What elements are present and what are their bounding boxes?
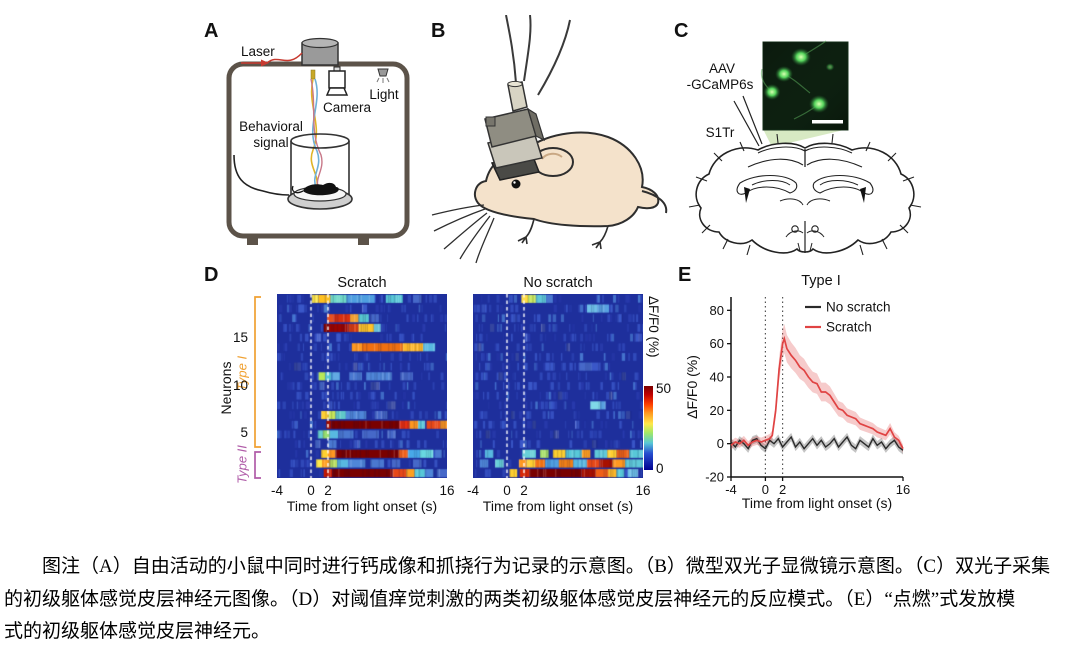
miniscope-cable-3	[537, 19, 571, 96]
trace-no-scratch	[730, 435, 904, 451]
chamber-foot-right	[358, 234, 369, 245]
svg-text:40: 40	[710, 370, 724, 385]
colorbar-label: ΔF/F0 (%)	[646, 296, 661, 358]
xtick: 16	[439, 483, 455, 498]
inset-callout-wedge	[763, 129, 848, 147]
no-scratch-heatmap	[473, 294, 643, 478]
trace-scratch	[730, 335, 904, 450]
heatmap-title-no-scratch: No scratch	[523, 275, 593, 291]
panel-label-a: A	[204, 20, 219, 42]
aav-label-2: -GCaMP6s	[687, 77, 754, 92]
scale-bar	[812, 120, 843, 124]
camera-label: Camera	[323, 100, 372, 115]
svg-text:Scratch: Scratch	[826, 320, 872, 335]
behavioral-signal-wire	[233, 154, 290, 196]
behavioral-signal-label-1: Behavioral	[239, 119, 303, 134]
xtick: 0	[503, 483, 511, 498]
colorbar	[644, 386, 653, 470]
s1tr-label: S1Tr	[706, 125, 735, 140]
svg-text:No scratch: No scratch	[826, 300, 891, 315]
panel-c-injection-schematic: AAV -GCaMP6s S1Tr	[687, 40, 922, 256]
panel-label-c: C	[674, 20, 689, 42]
laser-label: Laser	[241, 44, 275, 59]
light-icon	[377, 68, 389, 77]
miniscope-cable-2	[523, 15, 532, 82]
xtick: 2	[520, 483, 528, 498]
hatch-marks	[688, 133, 922, 256]
panel-label-b: B	[431, 20, 446, 42]
xaxis-label-no-scratch: Time from light onset (s)	[482, 498, 634, 514]
svg-text:Type I: Type I	[801, 273, 841, 289]
fiber-cable-blue	[311, 78, 320, 188]
xtick: 16	[635, 483, 651, 498]
svg-text:80: 80	[710, 303, 724, 318]
neuron-ytick-5: 5	[240, 425, 248, 440]
svg-text:-20: -20	[705, 470, 724, 485]
fluorescence-inset-image	[760, 40, 849, 131]
panel-label-e: E	[678, 264, 692, 286]
scratch-heatmap	[277, 294, 447, 478]
svg-text:-4: -4	[725, 482, 737, 497]
light-label: Light	[369, 87, 399, 102]
svg-text:60: 60	[710, 336, 724, 351]
injection-pipette	[733, 95, 763, 147]
xtick: 2	[324, 483, 332, 498]
neuron-ytick-10: 10	[232, 378, 248, 393]
gcamp-neuron	[791, 48, 811, 66]
mouse-whiskers	[431, 204, 495, 264]
camera-icon	[328, 70, 346, 89]
figure-caption: 图注（A）自由活动的小鼠中同时进行钙成像和抓挠行为记录的示意图。（B）微型双光子…	[0, 551, 1078, 649]
caption-line-3: 式的初级躯体感觉皮层神经元。	[4, 621, 271, 642]
mouse-silhouette	[303, 182, 339, 196]
neuron-ytick-15: 15	[232, 330, 248, 345]
behavioral-signal-label-2: signal	[253, 135, 288, 150]
xaxis-label-scratch: Time from light onset (s)	[286, 498, 438, 514]
svg-text:0: 0	[762, 482, 769, 497]
chamber-foot-left	[247, 234, 258, 245]
xtick: -4	[466, 483, 480, 498]
xtick: 0	[307, 483, 315, 498]
colorbar-max: 50	[656, 381, 672, 396]
gcamp-neuron	[809, 95, 829, 113]
mouse-eye	[511, 179, 521, 189]
svg-text:Time from light onset (s): Time from light onset (s)	[742, 495, 892, 511]
coronal-brain-section	[688, 133, 922, 256]
panel-a-chamber-schematic: Laser Camera Light Behavioral signal	[226, 37, 410, 245]
caption-line-1: 图注（A）自由活动的小鼠中同时进行钙成像和抓挠行为记录的示意图。（B）微型双光子…	[42, 556, 1051, 577]
mouse-front-leg	[517, 218, 535, 245]
gcamp-neuron	[775, 66, 793, 82]
gcamp-neuron	[763, 84, 781, 100]
xtick: -4	[270, 483, 284, 498]
miniscope-cable-1	[505, 15, 517, 84]
svg-text:16: 16	[896, 482, 910, 497]
panel-b-miniscope-mouse	[431, 15, 668, 264]
panel-label-d: D	[204, 264, 219, 286]
caption-line-2: 的初级躯体感觉皮层神经元图像。（D）对阈值痒觉刺激的两类初级躯体感觉皮层神经元的…	[4, 588, 1016, 610]
colorbar-min: 0	[656, 461, 664, 476]
mouse-tail	[641, 190, 668, 214]
mouse-hind-leg	[591, 225, 609, 250]
svg-text:20: 20	[710, 403, 724, 418]
svg-text:ΔF/F0 (%): ΔF/F0 (%)	[684, 355, 700, 419]
type2-group-label: Type II	[234, 445, 250, 484]
fiber-cable-red	[310, 78, 323, 188]
svg-text:2: 2	[779, 482, 786, 497]
heatmap-title-scratch: Scratch	[337, 275, 387, 291]
aav-label-1: AAV	[709, 61, 735, 76]
svg-text:0: 0	[717, 436, 724, 451]
neuron-group-brackets	[254, 296, 261, 479]
